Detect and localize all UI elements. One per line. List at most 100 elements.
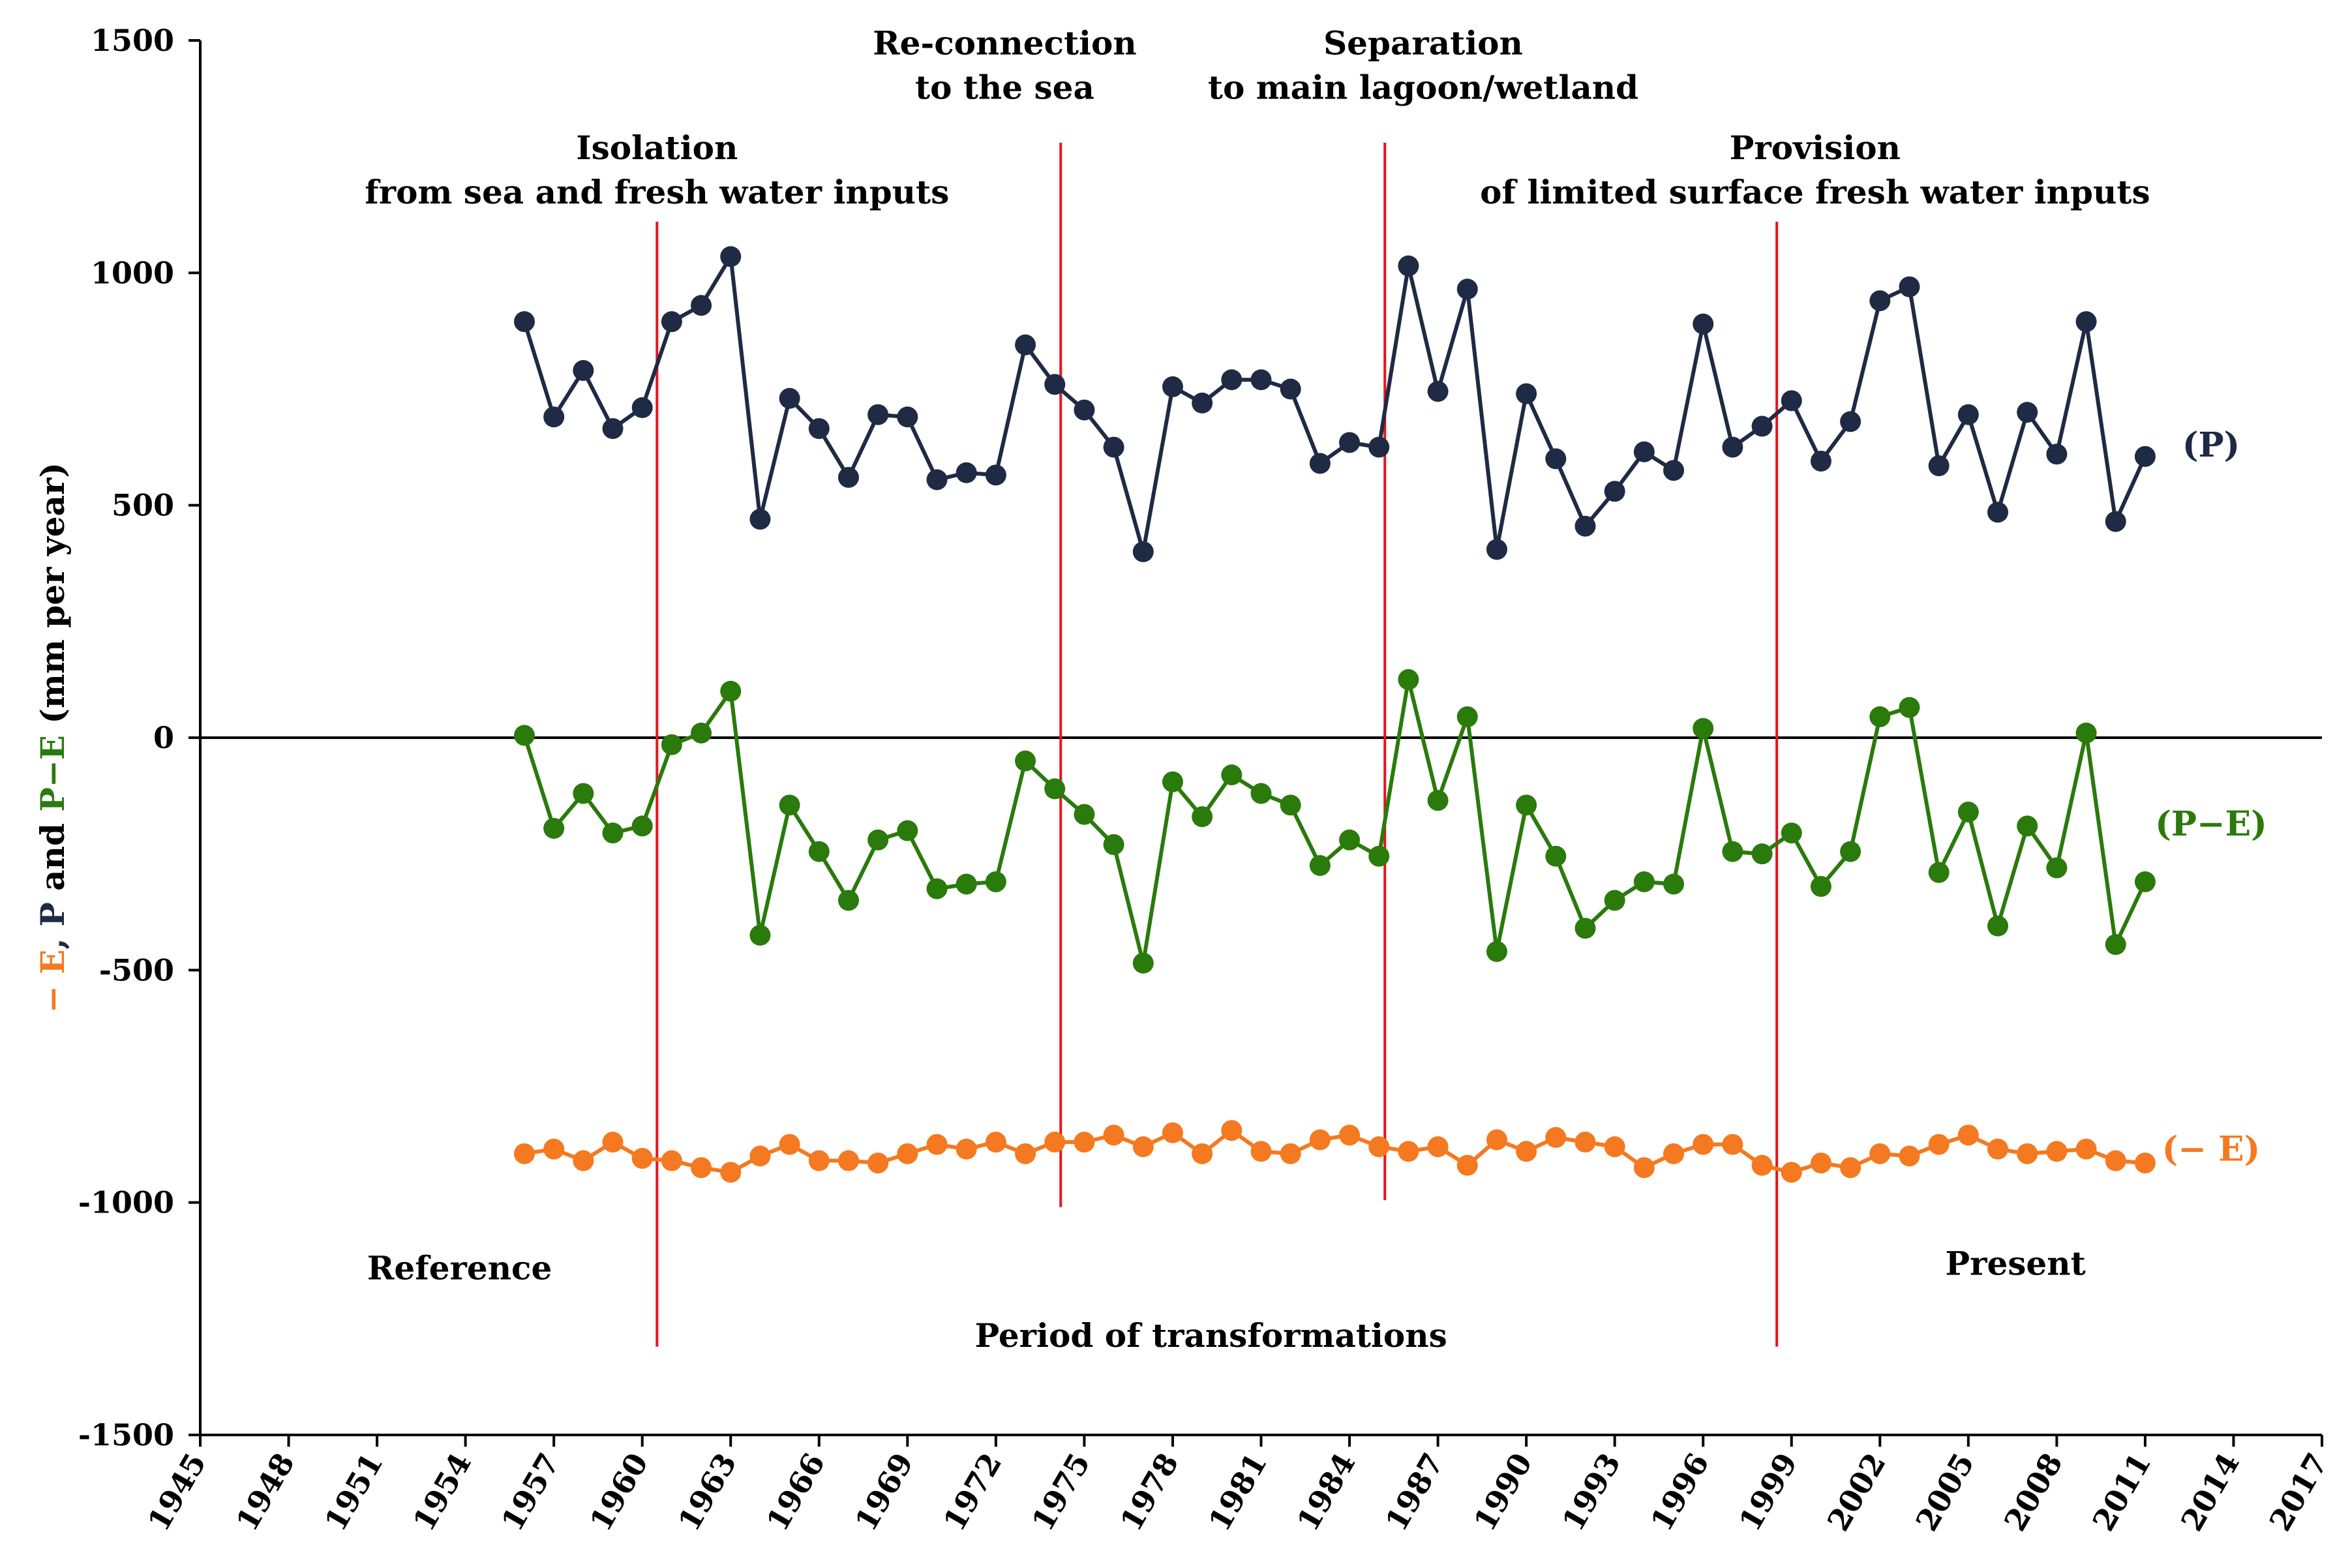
x-tick-label: 1966 [760,1447,832,1537]
x-tick-label: 1999 [1732,1447,1804,1537]
data-point [661,1150,682,1171]
data-point [1899,1145,1920,1167]
data-point [602,418,624,440]
data-point [926,469,948,490]
x-tick-label: 1972 [937,1447,1009,1537]
data-point [2134,1153,2156,1174]
series-label: (− E) [2162,1130,2261,1169]
series-line [522,677,2147,965]
data-point [1604,1136,1625,1158]
data-point [1663,1143,1685,1164]
data-point [2105,1150,2126,1171]
x-tick-label: 1957 [494,1447,567,1537]
data-point [779,387,800,409]
data-point [1309,1129,1331,1151]
data-point [631,1147,653,1169]
annotation-text: Provision [1730,128,1901,167]
data-point [1398,1141,1419,1162]
data-point [808,1150,830,1171]
data-point [573,783,594,804]
data-point [2075,1138,2097,1160]
annotation-text: Period of transformations [975,1316,1447,1355]
data-point [1486,1129,1507,1151]
data-point [543,1138,565,1160]
data-point [1604,481,1625,502]
data-point [513,725,535,746]
data-point [1132,1136,1154,1158]
data-point [1221,1120,1243,1141]
data-point [1427,1136,1449,1158]
data-point [1015,750,1036,772]
x-tick-label: 1978 [1113,1447,1186,1537]
data-point [720,246,742,267]
data-point [1250,369,1272,391]
data-point [1339,1124,1361,1146]
data-point [897,820,918,841]
y-axis-title-part: and [33,812,72,903]
series-group [513,246,2156,562]
data-point [2134,445,2156,467]
data-point [1486,941,1507,962]
data-point [1987,915,2009,937]
x-tick-label: 1993 [1555,1447,1627,1537]
x-tick-label: 2011 [2086,1447,2158,1537]
data-point [1899,697,1920,718]
data-point [867,404,889,425]
data-point [1368,845,1390,867]
data-point [985,1132,1006,1153]
data-point [1957,802,1979,823]
data-point [1545,1126,1567,1148]
data-point [513,1143,535,1164]
data-point [1545,845,1567,867]
data-point [1957,404,1979,425]
x-tick-label: 1969 [848,1447,920,1537]
data-point [1339,829,1361,851]
data-point [602,822,624,844]
data-point [837,1150,859,1171]
data-point [1250,783,1272,804]
data-point [1309,453,1331,474]
x-tick-label: 1963 [671,1447,744,1537]
data-point [1722,841,1743,862]
data-point [897,1143,918,1164]
data-point [661,311,682,333]
data-point [602,1132,624,1153]
x-tick-label: 1996 [1644,1447,1716,1537]
data-point [631,397,653,419]
data-point [1368,1136,1390,1158]
data-point [1840,411,1861,432]
data-point [691,1157,712,1179]
data-point [1368,436,1390,458]
data-point [1074,399,1095,421]
data-point [1516,383,1537,404]
data-point [631,815,653,837]
data-point [1928,1134,1950,1155]
data-point [2017,402,2038,423]
data-point [1044,374,1066,395]
data-point [1869,706,1891,727]
y-axis-title-part: P [33,902,72,927]
data-point [573,359,594,381]
data-point [661,734,682,755]
data-point [1781,822,1802,844]
data-point [1987,502,2009,523]
y-axis-title-part: P−E [33,735,72,812]
data-point [1103,436,1124,458]
data-point [1633,1157,1655,1179]
data-point [985,871,1006,892]
data-point [808,418,830,440]
data-point [2046,444,2068,465]
data-point [779,1134,800,1155]
data-point [749,924,771,946]
data-point [1192,1143,1213,1164]
annotation-text: Re-connection [873,24,1137,63]
annotation-text: to main lagoon/wetland [1208,68,1638,107]
data-point [1928,455,1950,477]
x-tick-label: 1981 [1201,1447,1274,1537]
data-point [1398,255,1419,277]
x-tick-label: 1975 [1025,1447,1097,1537]
data-point [720,1162,742,1183]
data-point [1751,843,1773,865]
data-point [1015,1143,1036,1164]
y-axis-title-part: , [33,927,72,950]
